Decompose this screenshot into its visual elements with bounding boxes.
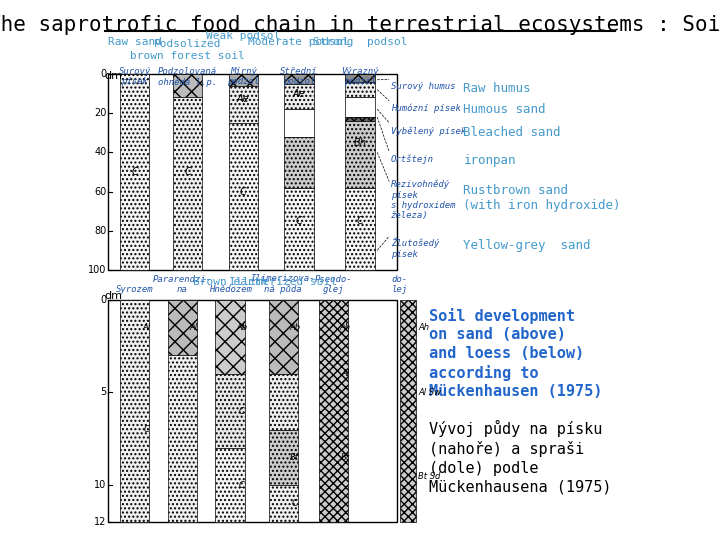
Bar: [346, 121, 374, 187]
Bar: [346, 97, 374, 117]
Bar: [346, 82, 374, 97]
Text: C: C: [131, 167, 138, 177]
Text: Podsolized
brown forest soil: Podsolized brown forest soil: [130, 39, 245, 60]
Bar: [284, 109, 314, 137]
Text: C: C: [239, 481, 245, 490]
Text: Moderate podsol: Moderate podsol: [248, 37, 350, 47]
Text: Bt Sd: Bt Sd: [418, 471, 441, 481]
Text: dm: dm: [104, 291, 122, 301]
Text: Brown earth: Brown earth: [193, 277, 267, 287]
Text: C: C: [143, 425, 149, 434]
Bar: [269, 485, 297, 523]
Text: Ortštejn: Ortštejn: [391, 154, 433, 164]
Text: 10: 10: [94, 481, 107, 490]
Text: Soil development
on sand (above)
and loess (below)
according to
Mückenhausen (19: Soil development on sand (above) and loe…: [429, 308, 603, 399]
Text: Ah: Ah: [418, 323, 429, 332]
Text: Žlutošedý
písek: Žlutošedý písek: [391, 238, 439, 259]
Text: Ab: Ab: [289, 323, 300, 332]
Bar: [215, 374, 245, 448]
Bar: [269, 430, 297, 485]
Text: Bleached sand: Bleached sand: [464, 126, 561, 139]
Text: C: C: [356, 216, 364, 226]
Bar: [284, 74, 314, 84]
Text: Bh: Bh: [354, 138, 366, 147]
Text: 0: 0: [100, 294, 107, 305]
Text: Al Sw: Al Sw: [418, 388, 441, 397]
Bar: [269, 374, 297, 430]
Text: 20: 20: [94, 108, 107, 118]
Text: C: C: [296, 216, 302, 226]
Text: do-
lej: do- lej: [392, 275, 408, 294]
Text: Pseudo-
glej: Pseudo- glej: [315, 275, 352, 294]
Bar: [120, 74, 149, 270]
Bar: [229, 123, 258, 270]
Text: 12: 12: [94, 517, 107, 528]
Text: Bt: Bt: [290, 453, 300, 462]
Text: Ae: Ae: [293, 89, 305, 98]
Text: Vybělený písek: Vybělený písek: [391, 126, 466, 136]
Bar: [215, 448, 245, 523]
Bar: [229, 74, 258, 86]
Bar: [120, 300, 149, 523]
Text: Al: Al: [190, 323, 198, 332]
Text: Rustbrown sand
(with iron hydroxide): Rustbrown sand (with iron hydroxide): [464, 184, 621, 212]
Text: 100: 100: [88, 265, 107, 275]
Text: The saprotrofic food chain in terrestrial ecosystems : Soil: The saprotrofic food chain in terrestria…: [0, 15, 720, 35]
Text: Yellow-grey  sand: Yellow-grey sand: [464, 239, 591, 252]
Bar: [168, 300, 197, 355]
Bar: [229, 86, 258, 123]
Text: Syrozem: Syrozem: [116, 285, 153, 294]
Text: Surový
písek: Surový písek: [119, 67, 150, 86]
Text: Podzolovaná
ohnědá l.p.: Podzolovaná ohnědá l.p.: [158, 67, 217, 87]
Bar: [284, 187, 314, 270]
Bar: [346, 187, 374, 270]
Text: Illimerized soil: Illimerized soil: [229, 277, 337, 287]
Bar: [346, 74, 374, 82]
Bar: [284, 137, 314, 187]
Text: 0: 0: [100, 69, 107, 79]
Text: Ab: Ab: [236, 323, 247, 332]
Text: 5: 5: [100, 387, 107, 397]
Text: Střední
podzol: Střední podzol: [280, 67, 318, 86]
Bar: [215, 300, 245, 374]
Text: C: C: [184, 167, 191, 177]
Text: 40: 40: [94, 147, 107, 157]
Text: Raw sand: Raw sand: [107, 37, 161, 47]
Text: 60: 60: [94, 186, 107, 197]
Text: 80: 80: [94, 226, 107, 236]
Bar: [108, 300, 397, 523]
Bar: [173, 74, 202, 97]
Bar: [173, 97, 202, 270]
Text: Humous sand: Humous sand: [464, 104, 546, 117]
Text: Výrazný
podzol: Výrazný podzol: [341, 67, 379, 86]
Text: C: C: [292, 500, 297, 509]
Bar: [168, 355, 197, 523]
Text: ironpan: ironpan: [464, 154, 516, 167]
Text: Hnědozem: Hnědozem: [209, 285, 251, 294]
Text: Strong  podsol: Strong podsol: [312, 37, 408, 47]
Text: Surový humus: Surový humus: [391, 82, 455, 91]
Bar: [269, 300, 297, 374]
Text: Mírný
podzol: Mírný podzol: [228, 67, 259, 86]
Text: Ah: Ah: [340, 323, 351, 332]
Text: Pararendzi-
na: Pararendzi- na: [153, 275, 212, 294]
Text: Bt: Bt: [341, 453, 350, 462]
Text: Al: Al: [143, 323, 150, 332]
Bar: [319, 300, 348, 523]
Text: dm: dm: [104, 71, 122, 80]
Text: C: C: [239, 407, 245, 415]
Bar: [284, 84, 314, 109]
Text: Ilimerizova-
ná půda: Ilimerizova- ná půda: [251, 274, 315, 294]
Text: Al: Al: [341, 369, 349, 379]
Text: Raw humus: Raw humus: [464, 82, 531, 95]
Bar: [400, 300, 415, 523]
Text: Weak podsol: Weak podsol: [206, 31, 281, 42]
Bar: [108, 74, 397, 270]
Text: Humózní písek: Humózní písek: [391, 104, 461, 113]
Text: C: C: [240, 186, 247, 197]
Bar: [346, 117, 374, 121]
Text: Vývoj půdy na písku
(nahoře) a spraši
(dole) podle
Mückenhausena (1975): Vývoj půdy na písku (nahoře) a spraši (d…: [429, 421, 611, 495]
Text: Rezivohnědý
písek
s hydroxidem
železa): Rezivohnědý písek s hydroxidem železa): [391, 180, 455, 220]
Text: Ae: Ae: [237, 94, 250, 104]
